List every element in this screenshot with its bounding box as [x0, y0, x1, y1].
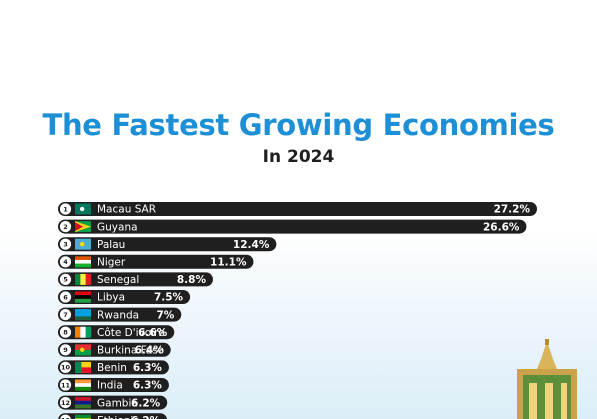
bar-row: 2 Guyana 26.6%: [58, 219, 527, 234]
value-label: 26.6%: [483, 221, 520, 233]
india-flag-icon: [75, 379, 91, 391]
bar: [58, 254, 254, 269]
palau-flag-icon: [75, 238, 91, 250]
rank-circle: [59, 361, 72, 373]
value-label: 27.2%: [494, 204, 531, 216]
bar-row: 5 Senegal 8.8%: [58, 272, 213, 287]
category-label: Rwanda: [97, 309, 139, 321]
rank-circle: [59, 273, 72, 285]
category-label: Côte D'ivoire: [97, 327, 165, 339]
benin-flag-icon: [75, 361, 91, 373]
value-label: 6.4%: [135, 345, 165, 357]
macau-flag-icon: [75, 203, 91, 215]
value-label: 6.3%: [133, 362, 163, 374]
rank-label: 5: [63, 276, 68, 284]
rank-circle: [59, 379, 72, 391]
bar: [58, 272, 213, 287]
bar-row: 13 Ethiopia6.2%: [58, 413, 168, 419]
category-label: India: [97, 380, 123, 392]
rank-label: 8: [63, 329, 68, 337]
bar-row: 3 Palau 12.4%: [58, 237, 277, 252]
value-label: 6.6%: [138, 327, 168, 339]
guyana-flag-icon: [75, 221, 91, 233]
rank-circle: [59, 344, 72, 356]
chart-title: The Fastest Growing Economies: [42, 108, 555, 142]
rank-label: 12: [61, 399, 70, 407]
category-label: Burkina Faso: [97, 345, 164, 357]
burkina-faso-flag-icon: [75, 344, 91, 356]
rank-circle: [59, 203, 72, 215]
category-label: Benin: [97, 362, 127, 374]
category-label: Macau SAR: [97, 204, 156, 216]
rank-label: 7: [63, 311, 68, 319]
rank-label: 10: [61, 364, 71, 372]
rank-circle: [59, 291, 72, 303]
ethiopia-flag-icon: [75, 414, 91, 419]
rank-circle: [59, 238, 72, 250]
cote-divoire-flag-icon: [75, 326, 92, 338]
category-label: Gambia: [97, 397, 138, 409]
bar-row: 10 Benin 6.3%: [58, 360, 169, 375]
bar: [58, 202, 537, 216]
category-label: Senegal: [97, 274, 139, 286]
rank-label: 6: [63, 293, 68, 301]
bar: [58, 237, 277, 252]
chart-subtitle: In 2024: [262, 147, 335, 167]
rank-label: 13: [61, 417, 70, 419]
category-label: Ethiopia: [97, 415, 140, 419]
senegal-flag-icon: [75, 273, 92, 285]
niger-flag-icon: [75, 256, 91, 268]
rank-label: 4: [63, 258, 68, 266]
rank-circle: [59, 256, 72, 268]
bar-row: 7 Rwanda 7%: [58, 307, 182, 322]
rank-label: 3: [63, 241, 68, 249]
category-label: Libya: [97, 292, 125, 304]
rank-circle: [59, 397, 72, 409]
city-tower-illustration: [517, 339, 577, 419]
value-label: 12.4%: [233, 239, 270, 251]
value-label: 6.2%: [131, 415, 161, 419]
value-label: 8.8%: [177, 274, 207, 286]
rank-circle: [60, 414, 71, 419]
rank-circle: [59, 309, 72, 321]
rank-label: 1: [63, 205, 68, 213]
value-label: 7%: [156, 309, 174, 321]
rank-circle: [59, 221, 72, 233]
category-label: Palau: [97, 239, 125, 251]
value-label: 6.3%: [133, 380, 163, 392]
rwanda-flag-icon: [75, 309, 91, 321]
value-label: 7.5%: [154, 292, 184, 304]
rank-circle: [59, 326, 72, 338]
category-label: Niger: [97, 257, 126, 269]
rank-label: 11: [61, 381, 71, 389]
rank-label: 2: [63, 223, 68, 231]
bar: [58, 219, 527, 234]
bar: [58, 290, 191, 304]
libya-flag-icon: [75, 291, 91, 303]
bar-row: 6 Libya 7.5%: [58, 290, 191, 304]
value-label: 11.1%: [210, 257, 247, 269]
category-label: Guyana: [97, 221, 138, 233]
bar-row: 11 India 6.3%: [58, 378, 169, 392]
rank-label: 9: [63, 346, 68, 354]
gambia-flag-icon: [75, 397, 91, 409]
bar-row: 4 Niger 11.1%: [58, 254, 254, 269]
value-label: 6.2%: [131, 397, 161, 409]
bar-row: 1 Macau SAR 27.2%: [58, 202, 537, 216]
